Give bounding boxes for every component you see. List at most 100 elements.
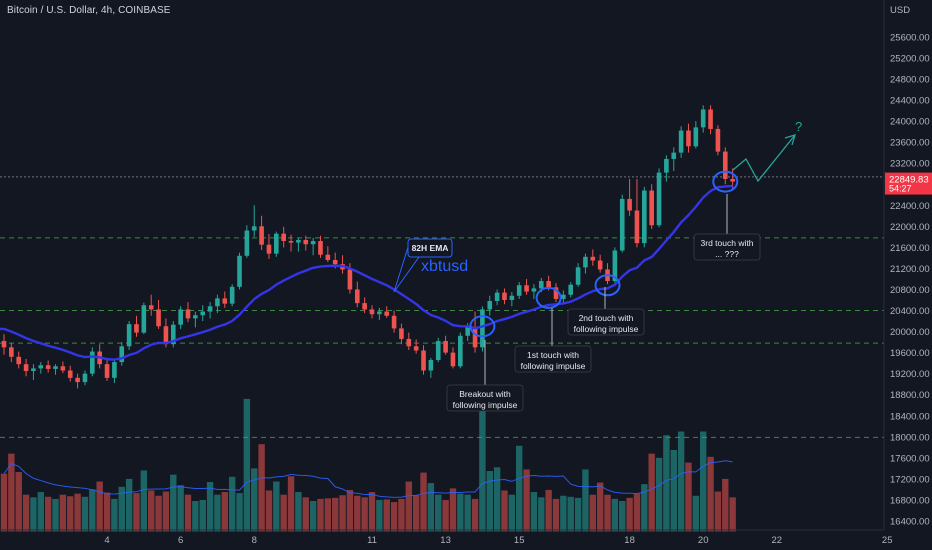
candle bbox=[590, 249, 596, 266]
candle-body bbox=[428, 359, 434, 371]
price-tick-label: 19600.00 bbox=[890, 348, 930, 359]
candle bbox=[605, 263, 610, 285]
candle-body bbox=[443, 341, 448, 353]
volume-bar bbox=[707, 456, 714, 532]
candle-body bbox=[722, 151, 728, 179]
volume-bar bbox=[670, 449, 677, 532]
candle-body bbox=[487, 301, 493, 310]
volume-bar bbox=[170, 474, 177, 532]
candle bbox=[296, 237, 301, 252]
candle-body bbox=[538, 281, 544, 289]
candle bbox=[31, 364, 36, 380]
candle bbox=[274, 231, 279, 257]
candle-body bbox=[730, 178, 735, 182]
candle bbox=[561, 290, 566, 305]
volume-bar bbox=[530, 492, 538, 532]
candle-body bbox=[60, 366, 66, 371]
volume-bar bbox=[596, 482, 604, 532]
candle-body bbox=[134, 324, 139, 333]
candle-body bbox=[561, 294, 566, 299]
candle-body bbox=[406, 338, 412, 347]
annotation-touch1-box bbox=[514, 345, 592, 373]
price-tick-label: 17600.00 bbox=[890, 453, 930, 464]
candle-body bbox=[141, 305, 147, 333]
candle bbox=[715, 125, 721, 156]
volume-bar bbox=[574, 497, 582, 532]
candle-body bbox=[266, 244, 272, 254]
candle bbox=[185, 302, 191, 323]
candle bbox=[38, 362, 44, 374]
candle bbox=[207, 302, 213, 319]
touch-circle-3 bbox=[712, 170, 739, 193]
candle-body bbox=[494, 292, 500, 302]
candle bbox=[119, 342, 125, 366]
candle bbox=[649, 184, 654, 229]
time-tick-label: 4 bbox=[104, 535, 109, 546]
volume-bar bbox=[295, 492, 302, 532]
volume-bar bbox=[339, 495, 346, 532]
volume-bar bbox=[486, 471, 493, 532]
candle bbox=[634, 178, 640, 248]
candle-body bbox=[318, 241, 323, 255]
candle bbox=[583, 253, 588, 274]
volume-bar bbox=[692, 495, 700, 532]
volume-bar bbox=[265, 490, 273, 532]
ema-line bbox=[0, 184, 733, 361]
candle-body bbox=[104, 364, 110, 378]
price-tick-label: 20000.00 bbox=[890, 327, 930, 338]
candle bbox=[23, 358, 29, 377]
candle bbox=[318, 235, 323, 258]
volume-bar bbox=[560, 495, 567, 532]
price-tick-label: 20800.00 bbox=[890, 285, 930, 296]
candle-body bbox=[649, 190, 654, 226]
volume-bar bbox=[376, 499, 383, 532]
volume-bar bbox=[611, 498, 619, 532]
candle-body bbox=[531, 288, 537, 292]
candle-body bbox=[472, 327, 478, 348]
volume-bar bbox=[714, 491, 722, 532]
candle bbox=[126, 321, 132, 350]
price-tag-value: 22849.83 bbox=[889, 175, 929, 186]
candle bbox=[60, 361, 66, 374]
candle bbox=[494, 289, 500, 306]
volume-bar bbox=[280, 494, 287, 532]
candle-body bbox=[377, 311, 382, 315]
volume-bar bbox=[52, 498, 59, 532]
candle-body bbox=[23, 364, 29, 372]
candle bbox=[627, 178, 632, 216]
volume-bar bbox=[582, 469, 589, 532]
volume-bar bbox=[8, 453, 15, 532]
candle bbox=[443, 335, 448, 355]
candle-body bbox=[126, 324, 132, 347]
volume-bar bbox=[619, 501, 626, 532]
annotation-touch3-text: ... ??? bbox=[715, 249, 739, 259]
candle-body bbox=[524, 285, 529, 292]
annotation-breakout-box bbox=[446, 384, 524, 412]
time-tick-label: 20 bbox=[698, 535, 709, 546]
candle-body bbox=[259, 226, 264, 245]
candle bbox=[516, 282, 522, 299]
volume-bar bbox=[589, 494, 596, 532]
candle bbox=[45, 360, 51, 373]
candle-body bbox=[354, 289, 360, 304]
volume-bar bbox=[471, 498, 479, 532]
volume-bar bbox=[383, 499, 390, 532]
volume-bar bbox=[545, 489, 552, 532]
candle-body bbox=[119, 346, 125, 363]
candle-body bbox=[362, 303, 367, 310]
candle-body bbox=[421, 350, 426, 371]
volume-bar bbox=[332, 497, 339, 532]
price-tick-label: 19200.00 bbox=[890, 369, 930, 380]
candle bbox=[281, 226, 286, 248]
candle bbox=[178, 306, 183, 329]
volume-bar bbox=[199, 499, 206, 532]
time-tick-label: 6 bbox=[178, 535, 183, 546]
candle bbox=[362, 297, 367, 314]
price-tick-label: 24800.00 bbox=[890, 74, 930, 85]
candle bbox=[671, 147, 677, 172]
volume-bar bbox=[243, 398, 251, 532]
candle-body bbox=[163, 326, 169, 345]
volume-bar bbox=[140, 470, 148, 532]
